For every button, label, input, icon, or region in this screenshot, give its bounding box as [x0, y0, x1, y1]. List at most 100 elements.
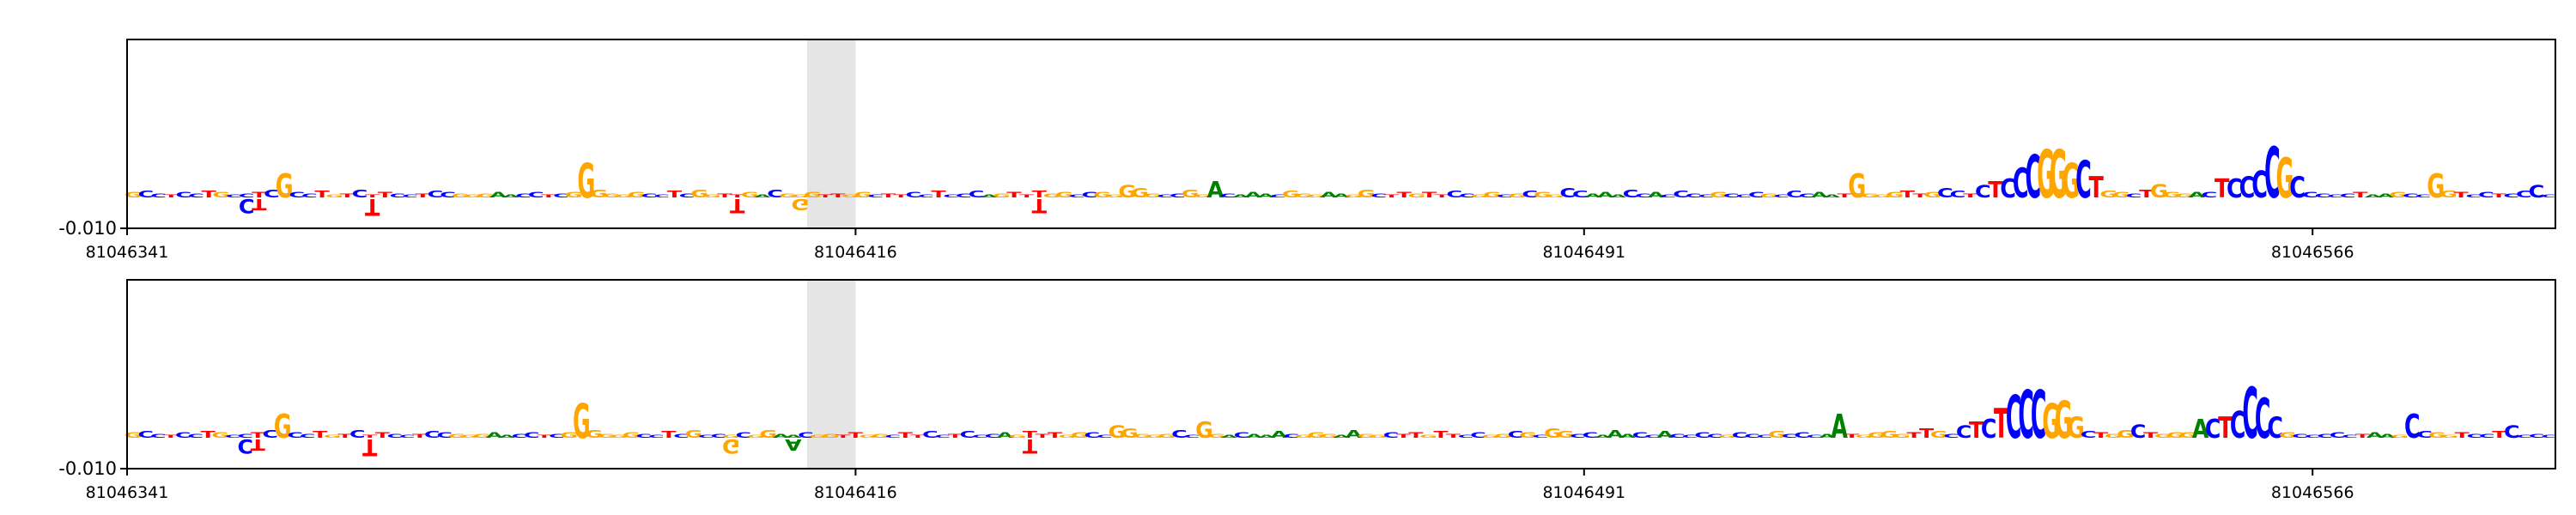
logo-letter: G: [1407, 192, 1425, 198]
logo-letter: C: [698, 434, 714, 439]
logo-letter: T: [378, 191, 392, 199]
logo-letter: G: [703, 194, 721, 198]
logo-letter: C: [2466, 433, 2482, 439]
logo-letter: C: [2264, 134, 2281, 215]
logo-letter: A: [2189, 191, 2206, 199]
logo-letter: C: [300, 433, 316, 439]
logo-letter: C: [1950, 189, 1966, 200]
logo-letter: G: [2389, 191, 2407, 199]
logo-letter: C: [1583, 432, 1599, 440]
logo-letter: G: [2150, 180, 2168, 202]
logo-letter: A: [1647, 191, 1664, 199]
logo-letter: A: [1584, 192, 1602, 198]
logo-letter: C: [1757, 434, 1773, 439]
logo-letter: G: [590, 187, 608, 200]
logo-letter: T: [251, 432, 265, 440]
logo-letter: G: [1308, 432, 1326, 440]
logo-letter: C: [1644, 434, 1661, 439]
logo-letter: C: [2289, 171, 2306, 205]
logo-letter: G: [1930, 429, 1948, 440]
logo-letter: A: [502, 194, 520, 198]
logo-letter: T: [818, 194, 834, 198]
logo-letter: C: [885, 434, 902, 439]
logo-letter: G: [841, 194, 860, 198]
logo-letter: G: [1059, 434, 1077, 439]
logo-letter: G: [1856, 434, 1874, 439]
logo-letter: T: [1023, 429, 1038, 440]
logo-letter: G: [741, 191, 759, 199]
logo-letter: G: [477, 192, 495, 198]
logo-letter: G: [2105, 433, 2123, 439]
logo-letter: A: [1824, 194, 1842, 198]
logo-panel-top: GCCTCCTGCCCTTCGCCTGTCTTTCCTCCGGGAACCTCGG…: [58, 39, 2557, 262]
logo-letter: C: [2503, 192, 2519, 198]
logo-letter: C: [2529, 183, 2545, 202]
x-axis: 81046341 81046416 81046491 81046566: [86, 469, 2354, 502]
logo-letter: G: [1710, 191, 1728, 199]
logo-letter: C: [1570, 433, 1586, 439]
logo-letter: G: [611, 434, 629, 439]
logo-letter: T: [730, 194, 745, 198]
logo-letter: A: [785, 434, 802, 439]
logo-letter: C: [711, 433, 727, 439]
logo-letter-negative: G: [791, 195, 809, 212]
logo-letter: C: [985, 433, 1001, 439]
logo-letter: T: [2491, 192, 2506, 198]
y-tick-label: -0.010: [58, 218, 117, 239]
logo-letter: G: [860, 434, 878, 439]
logo-letter: T: [1919, 426, 1935, 440]
logo-letter: G: [2067, 411, 2085, 445]
logo-letter: A: [981, 194, 999, 198]
logo-letter: C: [2205, 414, 2221, 445]
logo-letter: C: [1673, 189, 1689, 200]
logo-letter: T: [412, 433, 428, 439]
logo-letter: C: [1698, 194, 1715, 198]
logo-letter: C: [150, 192, 167, 198]
logo-letter: T: [313, 429, 328, 440]
logo-letter: C: [969, 189, 985, 200]
logo-letter: G: [2037, 136, 2055, 214]
logo-letter: T: [2143, 432, 2158, 440]
logo-letter: C: [1170, 192, 1186, 198]
logo-letter: G: [585, 427, 603, 440]
logo-letter-negative: T: [365, 193, 380, 220]
logo-letter-negative: G: [722, 434, 740, 457]
logo-letter: G: [615, 194, 633, 198]
logo-letter: G: [2166, 432, 2184, 440]
logo-letter: C: [349, 427, 366, 440]
logo-letter: G: [760, 427, 778, 440]
x-tick-label: 81046341: [86, 243, 169, 262]
logo-letter: C: [428, 189, 444, 200]
y-axis: -0.010: [58, 458, 127, 479]
logo-letter: G: [1194, 194, 1212, 198]
logo-letter: T: [1006, 191, 1021, 199]
logo-letter: C: [2081, 429, 2097, 440]
logo-letter: G: [2428, 432, 2446, 440]
logo-letter: C: [2305, 434, 2321, 439]
logo-letter: C: [679, 192, 696, 198]
logo-letter: A: [2365, 194, 2383, 198]
logo-letter: G: [747, 434, 765, 439]
logo-letter: T: [2093, 432, 2108, 440]
logo-letter: C: [1220, 192, 1236, 198]
logo-letter: C: [1956, 423, 1972, 442]
logo-letter: G: [1071, 432, 1089, 440]
plot-frame: [126, 39, 2556, 229]
logo-letter: C: [767, 187, 783, 200]
y-tick-label: -0.010: [58, 458, 117, 479]
logo-letter: C: [2251, 164, 2268, 207]
logo-letter: G: [1923, 191, 1941, 199]
logo-letter: G: [1158, 433, 1176, 439]
logo-letter: G: [1861, 192, 1879, 198]
plot-frame: [126, 279, 2556, 470]
logo-letter: G: [1145, 434, 1163, 439]
logo-letter: G: [2427, 167, 2445, 206]
logo-letter: T: [337, 433, 353, 439]
logo-letter: C: [2130, 421, 2147, 443]
logo-letter: A: [1333, 434, 1350, 439]
logo-letter: A: [1221, 434, 1238, 439]
logo-letter: G: [212, 191, 230, 199]
logo-letter: A: [997, 432, 1014, 440]
logo-letter: G: [791, 194, 809, 198]
logo-letter: C: [648, 434, 665, 439]
